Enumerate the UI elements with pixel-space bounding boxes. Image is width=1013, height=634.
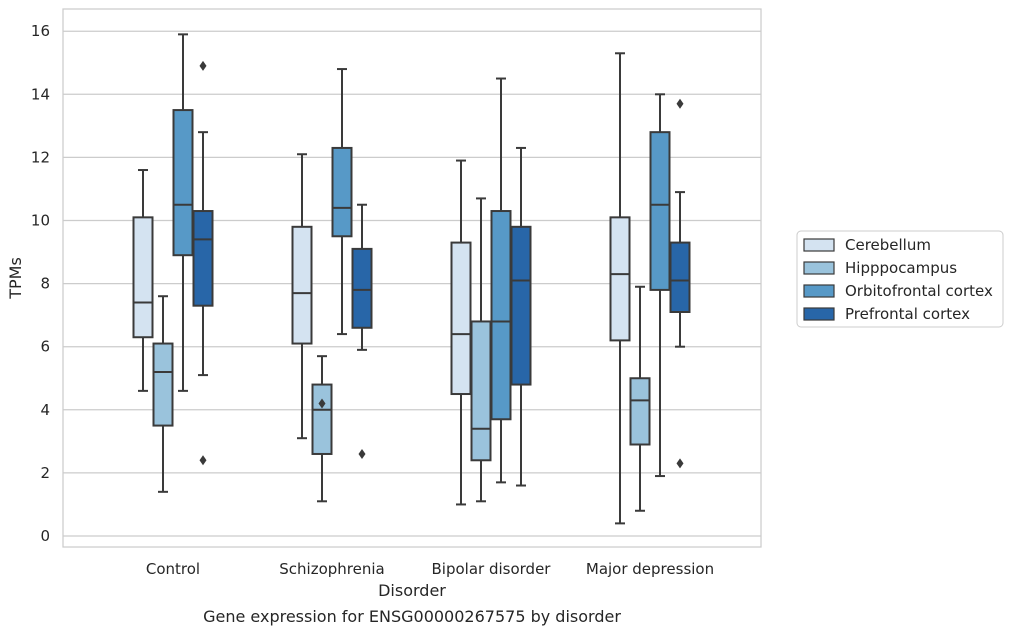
- box-group: [470, 197, 492, 503]
- boxes: [132, 33, 691, 525]
- plot-frame: [62, 8, 762, 548]
- box: [291, 225, 313, 345]
- box-group: [152, 295, 174, 493]
- legend-swatch: [803, 238, 835, 252]
- outlier-point: [199, 455, 207, 466]
- box-group: [172, 33, 194, 392]
- box: [331, 146, 353, 238]
- legend-items: Cerebellum Hipppocampus Orbitofrontal cort…: [803, 236, 993, 323]
- box: [450, 241, 472, 396]
- box-group: [351, 203, 373, 459]
- y-tick-label: 14: [31, 85, 50, 103]
- outlier-point: [358, 448, 366, 459]
- box: [132, 216, 154, 339]
- legend: Cerebellum Hipppocampus Orbitofrontal cort…: [796, 230, 1004, 328]
- figure-caption: Gene expression for ENSG00000267575 by d…: [203, 607, 621, 626]
- box: [490, 210, 512, 421]
- y-tick-label: 16: [31, 22, 50, 40]
- outlier-point: [199, 60, 207, 71]
- outlier-point: [676, 458, 684, 469]
- box: [609, 216, 631, 342]
- y-tick-label: 12: [31, 148, 50, 166]
- legend-frame: [796, 230, 1004, 328]
- x-tick-label: Control: [146, 560, 200, 578]
- box-group: [192, 60, 214, 466]
- y-tick-label: 10: [31, 212, 50, 230]
- x-tick-label: Schizophrenia: [279, 560, 384, 578]
- box: [152, 342, 174, 427]
- legend-swatch: [803, 284, 835, 298]
- box: [351, 247, 373, 329]
- y-tick-label: 2: [40, 464, 50, 482]
- box-group: [311, 355, 333, 503]
- box-group: [132, 169, 154, 392]
- box-group: [649, 93, 671, 478]
- box-group: [490, 77, 512, 484]
- x-axis-title: Disorder: [378, 581, 446, 600]
- box: [192, 210, 214, 307]
- box: [629, 377, 651, 446]
- box: [470, 320, 492, 462]
- box: [311, 383, 333, 455]
- legend-label: Cerebellum: [845, 236, 931, 254]
- box-group: [510, 146, 532, 487]
- legend-label: Hipppocampus: [845, 259, 957, 277]
- x-tick-labels: Control Schizophrenia Bipolar disorder Majo…: [146, 560, 714, 578]
- box: [510, 225, 532, 386]
- outlier-point: [676, 98, 684, 109]
- box-group: [669, 98, 691, 469]
- legend-swatch: [803, 307, 835, 321]
- y-axis-title: TPMs: [6, 257, 25, 300]
- legend-label: Prefrontal cortex: [845, 305, 970, 323]
- y-tick-labels: 0 2 4 6 8 10 12 14 16: [31, 22, 50, 545]
- x-tick-label: Bipolar disorder: [432, 560, 552, 578]
- y-tick-label: 6: [40, 338, 50, 356]
- y-tick-label: 8: [40, 275, 50, 293]
- x-tick-label: Major depression: [586, 560, 714, 578]
- box: [649, 131, 671, 291]
- legend-swatch: [803, 261, 835, 275]
- box: [172, 109, 194, 257]
- box-group: [609, 52, 631, 525]
- box-group: [331, 68, 353, 336]
- y-tick-label: 0: [40, 527, 50, 545]
- y-tick-label: 4: [40, 401, 50, 419]
- box-group: [291, 153, 313, 440]
- box-group: [629, 285, 651, 512]
- box-group: [450, 159, 472, 506]
- outlier-point: [318, 398, 326, 409]
- box: [669, 241, 691, 313]
- legend-label: Orbitofrontal cortex: [845, 282, 993, 300]
